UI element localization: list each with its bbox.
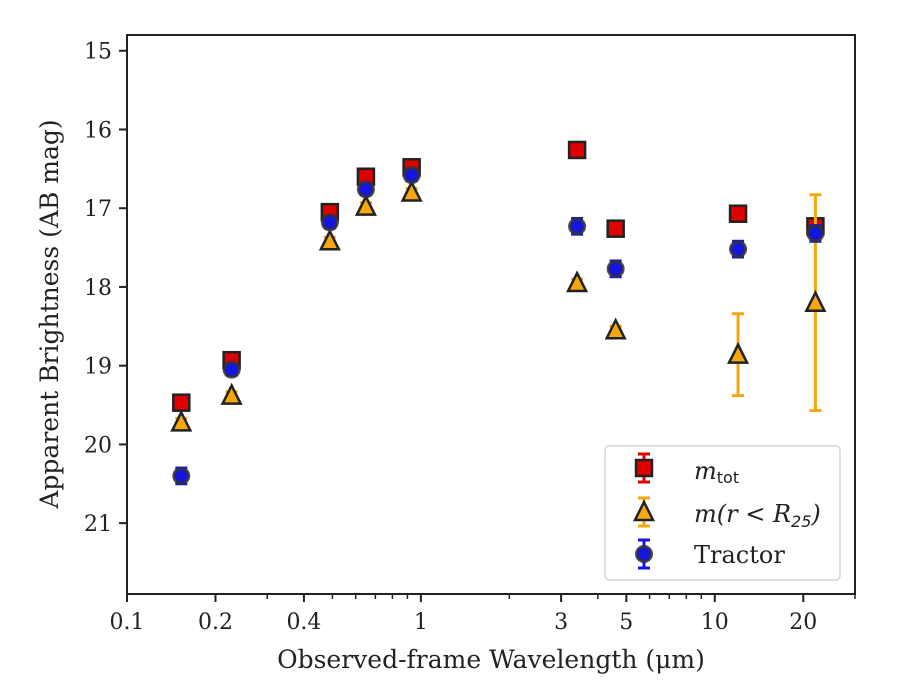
legend-marker-tractor [635,545,653,563]
mr25-point-0 [170,409,193,432]
y-axis-label: Apparent Brightness (AB mag) [35,119,64,509]
x-tick-label-1: 0.2 [198,610,233,635]
legend-markers [632,452,656,570]
x-tick-label-2: 0.4 [286,610,321,635]
legend-mr25-main: m(r < R [694,500,791,528]
y-tick-label-5: 20 [84,433,112,458]
mr25-point-7 [727,341,750,364]
tractor-point-5 [568,217,587,236]
legend-mtot-main: m [694,457,717,485]
data-marks [170,140,827,486]
mr25-point-4 [400,179,423,202]
legend-label-tractor: Tractor [694,541,785,569]
plot-frame [126,34,856,595]
tractor-point-3 [356,180,375,199]
x-axis-label: Observed-frame Wavelength (μm) [277,645,705,674]
legend-mr25-sub: 25 [791,512,811,531]
axis-ticks: 0.1 0.2 0.4 1 3 5 10 20 15 16 17 18 19 20 21 [84,40,856,635]
tractor-point-0 [172,466,191,485]
mtot-point-6 [606,219,625,238]
legend-mr25-end: ) [810,500,820,528]
series-tractor [172,166,825,486]
x-tick-label-0: 0.1 [110,610,145,635]
legend-label-mr25: m(r < R25) [694,500,821,531]
mr25-point-8 [804,289,827,312]
tractor-point-8 [806,224,825,243]
mr25-point-2 [318,228,341,251]
legend-label-mtot: mtot [694,457,739,487]
legend-marker-mr25 [632,499,656,522]
legend-marker-mtot [634,458,654,478]
mtot-point-7 [728,204,748,223]
legend-box [604,445,841,581]
tractor-point-1 [222,360,241,379]
x-tick-label-3: 1 [414,610,428,635]
x-tick-label-7: 20 [789,610,817,635]
mtot-point-5 [567,140,587,160]
mr25-point-6 [604,317,627,340]
legend-mtot-sub: tot [717,468,739,487]
x-tick-label-5: 5 [619,610,633,635]
x-tick-label-6: 10 [701,610,729,635]
legend: mtot m(r < R25) Tractor [604,445,841,581]
mr25-point-3 [354,193,377,216]
y-tick-label-3: 18 [84,276,112,301]
tractor-point-7 [729,240,748,259]
y-tick-label-6: 21 [84,512,112,537]
x-tick-label-4: 3 [554,610,568,635]
tractor-point-6 [606,259,625,278]
series-mr25 [170,179,827,432]
tractor-point-4 [402,166,421,185]
mtot-point-0 [172,393,191,412]
y-tick-label-4: 19 [84,355,112,380]
mr25-point-5 [566,270,589,293]
y-tick-label-1: 16 [84,118,112,143]
y-tick-label-2: 17 [84,197,112,222]
tractor-point-2 [320,213,339,232]
mr25-point-1 [220,382,243,405]
y-tick-label-0: 15 [84,40,112,65]
